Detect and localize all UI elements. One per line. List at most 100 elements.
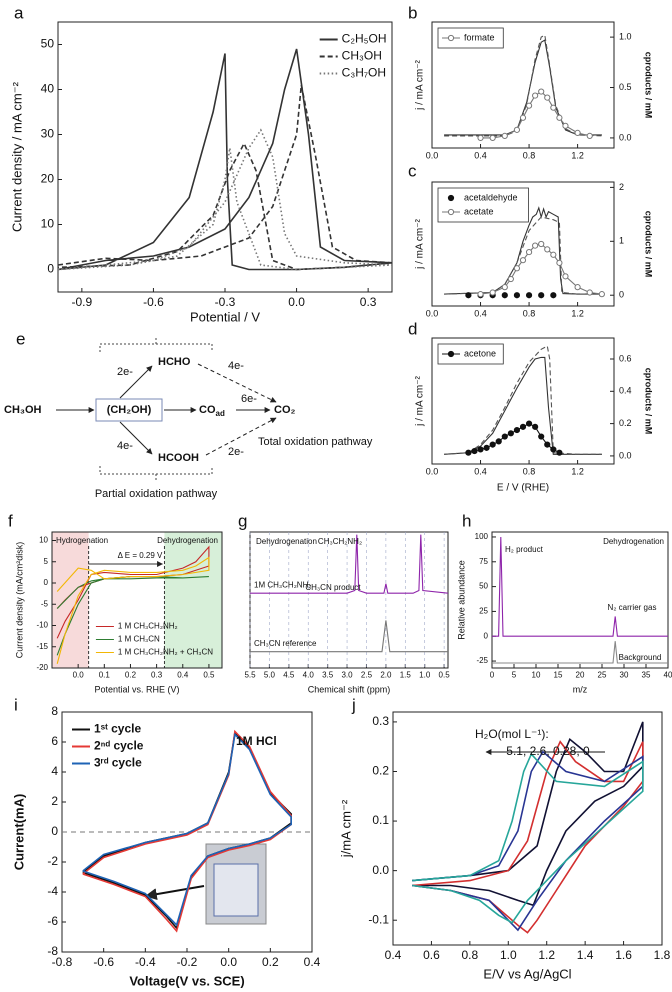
y-axis-label: Relative abundance	[456, 560, 466, 640]
legend-frame	[437, 343, 504, 365]
y-axis-label: j / mA cm⁻²	[415, 375, 426, 426]
y-tick-label: 40	[41, 82, 55, 96]
y-axis-label: Current density / mA cm⁻²	[9, 81, 24, 232]
y-tick-label: 100	[475, 532, 489, 541]
panel-letter: c	[408, 161, 417, 180]
annotation: N₂ carrier gas	[608, 603, 657, 612]
y-tick-label: 0.1	[372, 813, 389, 827]
y-tick-label: -2	[47, 854, 58, 868]
data-point	[489, 289, 496, 296]
legend-label: acetate	[464, 206, 494, 216]
x-tick-label: 2.5	[361, 670, 373, 679]
x-tick-label: 1.2	[538, 948, 555, 962]
arrow	[197, 363, 277, 403]
legend-label: 2ⁿᵈ cycle	[94, 739, 144, 753]
data-point	[556, 259, 563, 266]
y-axis-label: Current(mA)	[11, 794, 26, 871]
legend-label: 1 M CH₃CH₂NH₂ + CH₃CN	[118, 648, 213, 657]
plot-frame	[431, 181, 615, 307]
x-tick-label: 5.0	[264, 670, 276, 679]
arrow	[144, 885, 205, 901]
data-point	[538, 433, 545, 440]
x-tick-label: 1.4	[577, 948, 594, 962]
data-point	[507, 275, 514, 283]
x-tick-label: 3.5	[322, 670, 334, 679]
series-line	[57, 128, 393, 271]
caption: Partial oxidation pathway	[95, 488, 218, 500]
x-tick-label: 0.3	[151, 670, 163, 679]
x-tick-label: 0.0	[426, 466, 439, 476]
annotation: Background	[619, 653, 662, 662]
legend-label: acetone	[464, 348, 496, 358]
x-axis-label: E / V (RHE)	[497, 483, 549, 494]
x-axis-label: Voltage(V vs. SCE)	[129, 973, 244, 988]
series-line	[444, 34, 602, 137]
arrow	[119, 421, 153, 455]
y-tick-label: 30	[41, 127, 55, 141]
data-point	[513, 265, 521, 272]
data-point	[465, 449, 472, 456]
x-tick-label: 35	[642, 670, 651, 679]
x-tick-label: 1.6	[615, 948, 632, 962]
series-line	[57, 48, 393, 271]
node: CO₂	[274, 404, 296, 416]
x-axis-label: Potential / V	[190, 309, 260, 324]
edge-label: 2e-	[228, 446, 244, 458]
y2-axis-label: cproducts / mM	[644, 368, 654, 435]
x-tick-label: 1.2	[571, 150, 584, 160]
data-point	[532, 242, 539, 249]
series-line	[444, 345, 602, 455]
panel-letter: f	[8, 511, 13, 530]
legend-marker	[447, 208, 455, 216]
y-tick-label: 10	[39, 536, 48, 545]
x-tick-label: 0.0	[426, 308, 439, 318]
y-tick-label: 20	[41, 172, 55, 186]
data-point	[465, 292, 472, 299]
annotation: CH₃CH₂NH₂	[318, 537, 362, 546]
y-tick-label: 6	[51, 734, 58, 748]
legend-label: 1 M CH₃CN	[118, 635, 160, 644]
y-tick-label: 0	[47, 262, 54, 276]
panel-letter: j	[351, 695, 356, 714]
x-axis-label: E/V vs Ag/AgCl	[483, 966, 571, 981]
caption: Total oxidation pathway	[258, 436, 373, 448]
y-tick-label: 25	[479, 607, 488, 616]
x-tick-label: 0.8	[523, 150, 536, 160]
annotation: Δ E = 0.29 V	[118, 551, 163, 560]
x-tick-label: 0.2	[262, 955, 279, 969]
y-tick-label: 5	[44, 557, 49, 566]
x-tick-label: 30	[620, 670, 629, 679]
y-tick-label: -6	[47, 914, 58, 928]
data-point	[550, 251, 557, 258]
x-tick-label: -0.4	[135, 955, 156, 969]
data-point	[501, 132, 508, 140]
data-point	[507, 430, 514, 437]
x-tick-label: 1.5	[400, 670, 412, 679]
plot-frame	[431, 21, 615, 149]
x-tick-label: 0.4	[474, 466, 487, 476]
legend-label: formate	[464, 32, 495, 42]
x-tick-label: 0.2	[125, 670, 137, 679]
legend-label: 3ʳᵈ cycle	[94, 756, 142, 770]
node: CH₃OH	[4, 404, 42, 416]
x-tick-label: 0.4	[474, 308, 487, 318]
data-point	[501, 433, 508, 440]
x-tick-label: 3.0	[341, 670, 353, 679]
data-point	[525, 420, 533, 427]
data-point	[513, 292, 521, 299]
series-line	[492, 536, 668, 637]
x-tick-label: 1.2	[571, 308, 584, 318]
node: HCOOH	[158, 452, 199, 464]
x-tick-label: -0.2	[177, 955, 198, 969]
annotation: Dehydrogenation	[256, 537, 317, 546]
data-point	[586, 132, 593, 140]
data-point	[477, 291, 484, 298]
data-point	[550, 104, 557, 111]
y2-tick-label: 0.5	[619, 82, 632, 92]
data-point	[519, 423, 527, 430]
annotation: 5.1, 2.6, 0.28, 0	[506, 744, 590, 758]
data-point	[519, 257, 527, 264]
x-tick-label: 1.2	[571, 466, 584, 476]
y-axis-label: j / mA cm⁻²	[415, 59, 426, 110]
panel-letter: h	[462, 511, 471, 530]
